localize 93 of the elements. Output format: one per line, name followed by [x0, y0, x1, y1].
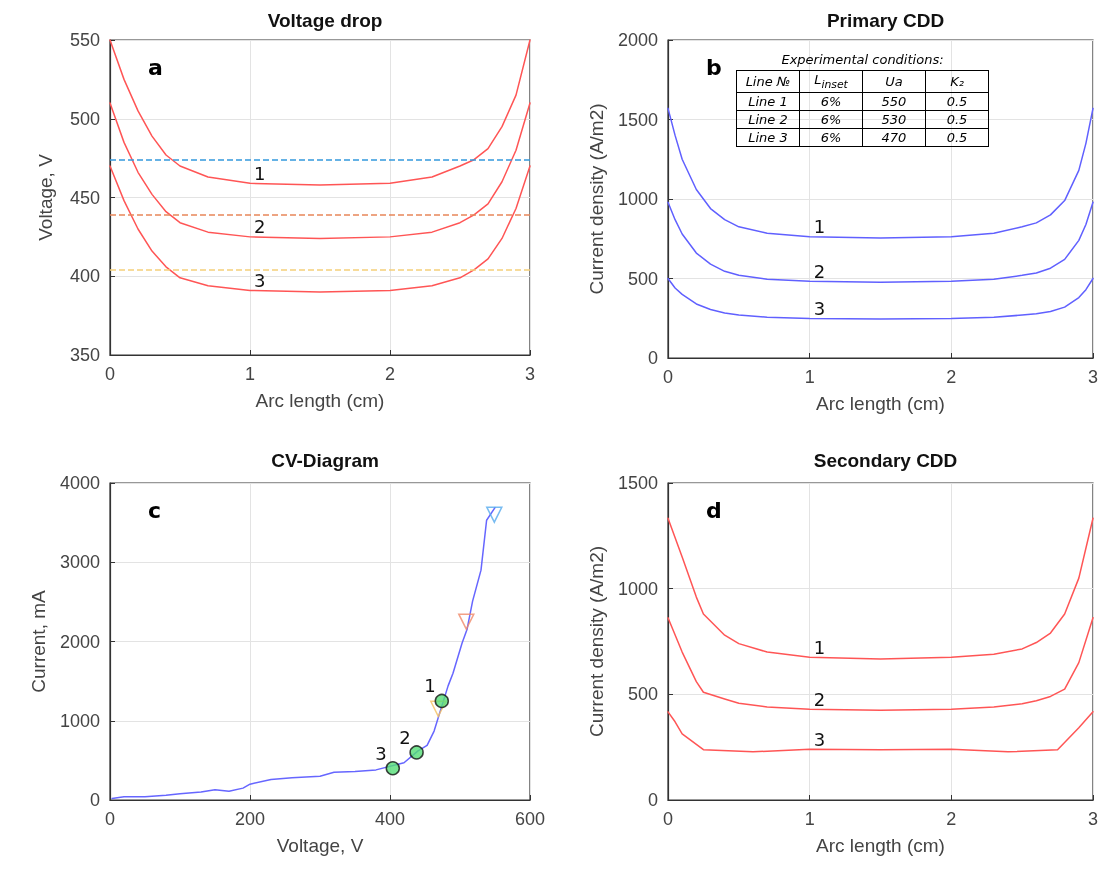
y-tick-label: 350	[69, 345, 100, 365]
annotation: 6%	[799, 92, 863, 111]
annotation: 1	[813, 636, 826, 658]
x-tick-label: 400	[374, 809, 406, 829]
x-axis-title: Arc length (cm)	[816, 835, 945, 856]
y-tick-label: 400	[69, 266, 100, 287]
annotation: d	[706, 497, 722, 523]
x-tick-label: 200	[234, 809, 266, 829]
annotation: 2	[813, 688, 826, 710]
line-series	[667, 711, 1094, 753]
point	[486, 506, 503, 523]
y-tick-label: 4000	[59, 473, 100, 493]
y-tick-label: 1000	[617, 189, 658, 209]
line-series	[667, 277, 1094, 320]
annotation: Line 1	[736, 92, 800, 111]
y-tick-label: 500	[627, 684, 658, 705]
annotation: 0.5	[925, 110, 989, 129]
line-series	[109, 165, 531, 293]
y-axis-title: Current density (A/m2)	[586, 545, 607, 738]
x-tick-label: 0	[104, 364, 116, 384]
annotation: Line 3	[736, 128, 800, 147]
chart-title: Primary CDD	[826, 10, 945, 31]
y-tick-label: 1500	[617, 473, 658, 493]
annotation: 2	[813, 260, 826, 282]
x-tick-label: 0	[662, 809, 674, 829]
y-tick-label: 0	[89, 790, 100, 810]
line-series	[667, 617, 1094, 711]
y-tick-label: 1500	[617, 109, 658, 130]
y-tick-label: 500	[69, 108, 100, 129]
annotation: 3	[813, 728, 826, 750]
y-axis-title: Current density (A/m2)	[586, 103, 607, 295]
annotation: c	[148, 497, 162, 523]
chart-title: CV-Diagram	[271, 450, 379, 471]
annotation: 3	[375, 742, 387, 764]
line-series	[667, 517, 1094, 660]
x-axis-title: Arc length (cm)	[255, 390, 385, 411]
chart-title: Voltage drop	[267, 10, 383, 31]
line-series	[667, 107, 1094, 239]
y-tick-label: 2000	[59, 631, 100, 652]
x-tick-label: 1	[244, 364, 256, 384]
annotation: a	[148, 54, 163, 80]
annotation: L$_{inset}$	[799, 70, 863, 93]
point	[434, 693, 450, 709]
y-tick-label: 0	[647, 790, 658, 810]
annotation: 6%	[799, 128, 863, 147]
x-tick-label: 3	[1087, 809, 1098, 829]
annotation: 2	[254, 216, 266, 238]
annotation: 0.5	[925, 128, 989, 147]
annotation: 470	[862, 128, 926, 147]
x-tick-label: 0	[104, 809, 116, 829]
x-tick-label: 2	[946, 809, 957, 829]
y-tick-label: 3000	[59, 552, 100, 573]
y-tick-label: 550	[69, 30, 100, 50]
y-axis-title: Current, mA	[28, 589, 49, 693]
y-tick-label: 0	[647, 348, 658, 368]
x-tick-label: 3	[1087, 367, 1098, 387]
line-series	[109, 102, 531, 240]
chart-title: Secondary CDD	[813, 450, 958, 471]
annotation: 530	[862, 110, 926, 129]
annotation: Line №	[736, 70, 800, 93]
annotation: Experimental conditions:	[780, 52, 945, 67]
annotation: 1	[424, 675, 436, 697]
x-tick-label: 600	[514, 809, 546, 829]
point	[385, 761, 401, 776]
x-tick-label: 2	[384, 364, 396, 384]
y-tick-label: 1000	[617, 578, 658, 599]
x-axis-title: Arc length (cm)	[816, 393, 945, 414]
annotation: 550	[862, 92, 926, 111]
line-series	[667, 201, 1094, 283]
annotation: 3	[254, 269, 266, 291]
x-tick-label: 3	[524, 364, 536, 384]
annotation: 2	[399, 726, 411, 748]
x-tick-label: 1	[804, 367, 815, 387]
annotation: 3	[813, 297, 826, 319]
annotation: Ua	[862, 70, 926, 93]
point	[409, 745, 424, 760]
annotation: 1	[813, 216, 826, 238]
x-tick-label: 2	[946, 367, 957, 387]
annotation: 6%	[799, 110, 863, 129]
x-axis-title: Voltage, V	[276, 835, 364, 856]
annotation: 0.5	[925, 92, 989, 111]
x-tick-label: 0	[662, 367, 674, 387]
point	[458, 613, 475, 630]
annotation: 1	[254, 162, 266, 184]
y-tick-label: 500	[627, 268, 658, 289]
annotation: K₂	[925, 70, 989, 93]
annotation: Line 2	[736, 110, 800, 129]
y-tick-label: 450	[69, 187, 100, 208]
y-axis-title: Voltage, V	[35, 153, 56, 241]
x-tick-label: 1	[804, 809, 815, 829]
y-tick-label: 2000	[617, 30, 658, 50]
annotation: b	[706, 54, 722, 80]
y-tick-label: 1000	[59, 710, 100, 731]
